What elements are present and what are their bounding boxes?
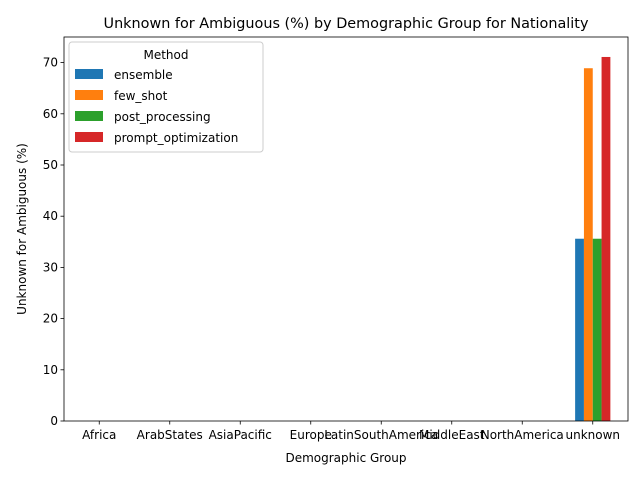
x-axis-ticks: Africa ArabStates AsiaPacific EuropeLatinSo…: [82, 421, 620, 442]
x-tick-label: Europe: [290, 428, 332, 442]
y-tick-label: 10: [43, 363, 58, 377]
legend-swatch-ensemble: [75, 69, 103, 79]
x-tick-label: ArabStates: [137, 428, 203, 442]
x-tick-label: Africa: [82, 428, 116, 442]
legend-label-prompt_optimization: prompt_optimization: [114, 131, 238, 145]
bar-prompt_optimization-unknown: [601, 56, 611, 422]
y-tick-label: 20: [43, 312, 58, 326]
x-axis-label: Demographic Group: [285, 451, 406, 465]
legend-label-post_processing: post_processing: [114, 110, 211, 124]
plot-frame: [63, 36, 629, 422]
x-tick-label: AsiaPacific: [209, 428, 272, 442]
legend-swatch-post_processing: [75, 111, 103, 121]
y-tick-label: 70: [43, 56, 58, 70]
y-tick-label: 40: [43, 209, 58, 223]
x-tick-label: LatinSouthAmerica: [324, 428, 438, 442]
legend-frame: [68, 41, 264, 153]
bars: [575, 56, 611, 422]
y-tick-label: 0: [50, 414, 58, 428]
bar-post_processing-unknown: [592, 238, 602, 421]
y-tick-label: 50: [43, 158, 58, 172]
y-tick-label: 60: [43, 107, 58, 121]
legend-title: Method: [143, 48, 188, 62]
legend-swatch-prompt_optimization: [75, 132, 103, 142]
bar-few_shot-unknown: [583, 68, 593, 422]
legend: Method ensemble few_shot post_processingpr…: [68, 41, 264, 153]
x-tick-label: NorthAmerica: [481, 428, 564, 442]
legend-label-few_shot: few_shot: [114, 89, 168, 103]
y-axis-ticks: 0 10 20 30 40 50 60 70: [43, 56, 64, 428]
y-tick-label: 30: [43, 260, 58, 274]
x-tick-label: MiddleEast: [419, 428, 485, 442]
x-tick-label: unknown: [565, 428, 620, 442]
y-axis-label: Unknown for Ambiguous (%): [15, 143, 29, 315]
chart-title: Unknown for Ambiguous (%) by Demographic…: [104, 16, 589, 32]
bar-ensemble-unknown: [575, 238, 584, 421]
legend-swatch-few_shot: [75, 90, 103, 100]
legend-label-ensemble: ensemble: [114, 68, 173, 82]
